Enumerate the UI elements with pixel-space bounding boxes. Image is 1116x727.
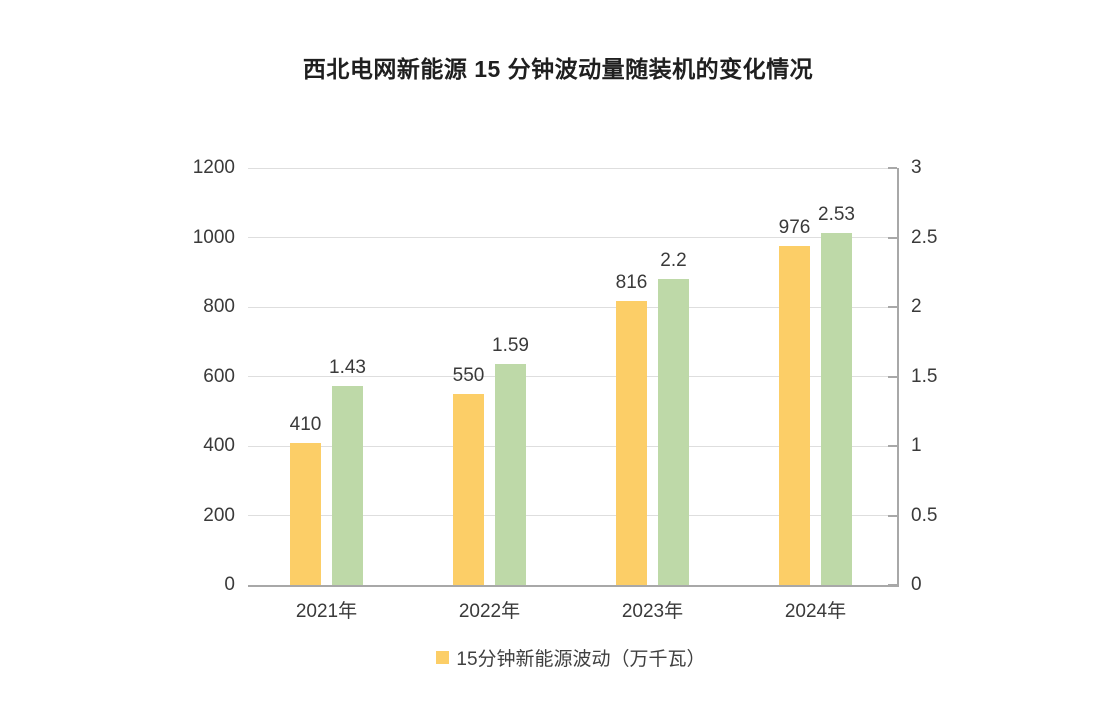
x-axis-line — [248, 585, 899, 587]
right-y-axis-tick — [888, 306, 897, 308]
right-y-axis-line — [897, 168, 899, 587]
bar-value-label: 816 — [615, 272, 648, 294]
gridline — [248, 376, 892, 377]
bar — [821, 233, 852, 585]
bar — [658, 279, 689, 585]
right-y-axis-tick-label: 1.5 — [911, 365, 938, 387]
right-y-axis-tick-label: 2 — [911, 296, 922, 317]
chart-title: 西北电网新能源 15 分钟波动量随装机的变化情况 — [302, 56, 814, 82]
right-y-axis-tick-label: 2.5 — [911, 226, 938, 248]
gridline — [248, 515, 892, 516]
bar-value-label: 410 — [289, 413, 322, 435]
x-axis-category-label: 2024年 — [784, 601, 847, 622]
left-y-axis-tick-label: 600 — [203, 365, 235, 387]
bar-value-label: 1.59 — [492, 334, 529, 356]
left-y-axis-tick-label: 0 — [224, 574, 235, 595]
bar — [616, 301, 647, 585]
right-y-axis-tick-label: 0 — [911, 574, 922, 595]
left-y-axis-tick-label: 1000 — [192, 226, 235, 248]
right-y-axis-tick — [888, 167, 897, 169]
x-axis-category-label: 2022年 — [458, 601, 521, 622]
right-y-axis-tick-label: 1 — [911, 435, 922, 456]
right-y-axis-tick — [888, 584, 897, 586]
legend-label: 15分钟新能源波动（万千瓦） — [456, 649, 706, 670]
right-y-axis-tick — [888, 375, 897, 378]
right-y-axis-tick — [888, 514, 897, 517]
gridline — [248, 167, 892, 169]
x-axis-category-label: 2023年 — [621, 601, 684, 622]
bar-value-label: 976 — [778, 216, 811, 238]
bar — [290, 442, 321, 585]
bar — [495, 363, 526, 585]
legend-swatch-yellow — [436, 651, 450, 664]
right-y-axis-tick — [888, 445, 897, 447]
bar — [779, 245, 810, 585]
bar — [453, 393, 484, 585]
right-y-axis-tick-label: 3 — [911, 157, 922, 178]
left-y-axis-tick-label: 800 — [203, 296, 235, 317]
left-y-axis-tick-label: 200 — [203, 504, 235, 526]
right-y-axis-tick-label: 0.5 — [911, 504, 938, 526]
legend: 15分钟新能源波动（万千瓦） — [245, 644, 897, 671]
x-axis-category-label: 2021年 — [295, 601, 358, 622]
left-y-axis-tick-label: 400 — [203, 435, 235, 456]
bar-value-label: 1.43 — [329, 357, 366, 379]
gridline — [248, 237, 892, 238]
bar — [332, 386, 363, 585]
gridline — [248, 445, 892, 447]
left-y-axis-tick-label: 1200 — [192, 157, 235, 178]
bar-value-label: 550 — [452, 364, 485, 386]
gridline — [248, 306, 892, 308]
right-y-axis-tick — [888, 236, 897, 239]
bar-value-label: 2.53 — [818, 204, 855, 226]
bar-value-label: 2.2 — [660, 250, 687, 272]
